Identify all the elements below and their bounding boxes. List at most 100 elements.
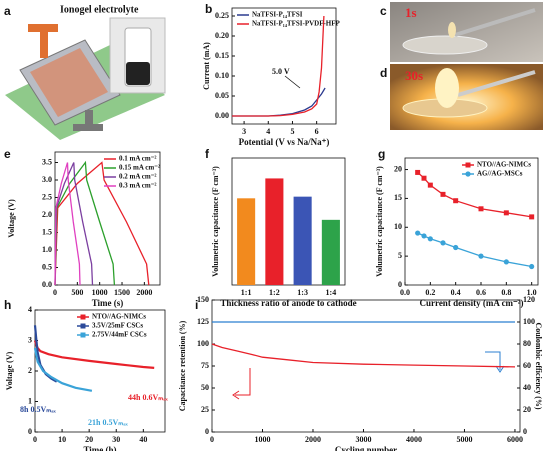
x-tick-label: 0.0 [400,288,410,297]
legend-label: 0.15 mA cm⁻² [119,164,160,172]
legend-marker [465,171,471,177]
legend-marker [80,314,86,320]
x-tick-label: 1:4 [326,288,337,297]
annotation: 5.0 V [272,67,290,76]
marker [440,191,446,197]
x-tick-label: 0.2 [425,288,435,297]
y-tick-label: 3 [28,335,32,344]
x-tick-label: 2000 [136,288,152,297]
marker [453,198,459,204]
series-line [211,343,516,368]
y-tick-label: 125 [197,317,209,326]
panel-label: b [205,2,212,16]
y-tick-label: 2.5 [42,192,52,201]
x-tick-label: 4 [266,127,270,136]
bar [265,178,284,285]
electrode [30,48,108,117]
y-tick-label: 1.5 [42,227,52,236]
annotation: 21h 0.5Vₘₐₓ [88,418,129,427]
lead [73,124,103,131]
x-tick-label: 0 [33,435,37,444]
flame [435,68,459,108]
x-tick-label: 2000 [305,435,321,444]
flame [448,22,456,38]
x-tick-label: 40 [139,435,147,444]
y-tick-label: 2.0 [42,210,52,219]
legend-label: 0.1 mA cm⁻² [119,155,156,163]
y-axis-label: Volumetric capacitance (F cm⁻³) [375,166,384,277]
arrow [284,75,301,89]
series-line [232,87,326,117]
y-axis-label: Capacitance retention (%) [178,320,187,411]
series-line [232,15,325,117]
x-tick-label: 4000 [406,435,422,444]
y-tick-label: 0.0 [42,280,52,289]
y-axis-label: Current (mA) [202,42,211,90]
y-tick-label: 0.15 [215,51,229,60]
marker [427,236,433,242]
x-tick-label: 5000 [456,435,472,444]
series-line [54,161,150,286]
series-line [33,340,155,369]
marker [453,244,459,251]
x-tick-label: 1000 [254,435,270,444]
y2-tick-label: 20 [523,405,531,414]
y-tick-label: 100 [197,339,209,348]
y-tick-label: 0.20 [215,31,229,40]
legend-label: NTO//AG-NIMCs [92,313,146,321]
y-tick-label: 3.5 [42,157,52,166]
x-axis-label: Time (h) [83,445,116,451]
series-line [54,160,116,286]
marker [415,169,421,175]
dish [402,35,488,55]
panel-label: d [380,66,387,80]
legend-label: 3.5V/25mF CSCs [92,322,143,330]
y-tick-label: 75 [201,361,209,370]
ionogel [126,62,150,85]
y2-tick-label: 40 [523,383,531,392]
y-tick-label: 25 [201,405,209,414]
x-axis-label: Thickness ratio of anode to cathode [220,298,356,308]
legend-label: AG//AG-MSCs [477,170,523,178]
legend-label: 0.2 mA cm⁻² [119,173,156,181]
series-line [417,232,532,268]
legend-label: 0.3 mA cm⁻² [119,182,156,190]
y-tick-label: 0.05 [215,91,229,100]
y-tick-label: 150 [197,295,209,304]
plot-frame [404,157,539,286]
x-tick-label: 1000 [92,288,108,297]
x-tick-label: 0.6 [476,288,486,297]
marker [478,206,484,212]
time-label: 30s [405,68,423,83]
marker [421,233,427,239]
plot-frame [231,157,346,286]
marker [503,210,509,216]
series-line [54,162,94,286]
marker [440,240,446,246]
x-axis-label: Time (s) [92,298,124,308]
annotation: 8h 0.5Vₘₐₓ [20,405,57,414]
x-tick-label: 1:1 [241,288,252,297]
y-axis-label: Voltage (V) [5,351,14,390]
x-axis-label: Potential (V vs Na/Na⁺) [239,137,330,147]
bar [293,196,312,285]
marker [503,259,509,265]
series-line [54,162,81,286]
x-tick-label: 6 [315,127,319,136]
y2-axis-label: Coulombic efficiency (%) [534,322,543,409]
y-tick-label: 0.5 [42,262,52,271]
lead [85,110,93,128]
legend-marker [465,162,471,168]
marker [427,182,433,188]
y-tick-label: 4 [28,305,32,314]
lighter [457,70,536,97]
legend-label: NaTFSI-P₁₄TFSI-PVDF-HFP [252,20,341,28]
y-tick-label: 5 [398,251,402,260]
x-axis-label: Cycling number [335,445,397,451]
plot-frame [231,7,337,125]
y-tick-label: 3.0 [42,175,52,184]
y2-tick-label: 60 [523,361,531,370]
plot-frame [54,151,161,286]
legend-label: NTO//AG-NIMCs [477,161,531,169]
